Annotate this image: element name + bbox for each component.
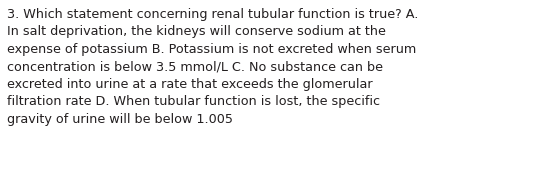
Text: 3. Which statement concerning renal tubular function is true? A.
In salt depriva: 3. Which statement concerning renal tubu… [7,8,418,126]
